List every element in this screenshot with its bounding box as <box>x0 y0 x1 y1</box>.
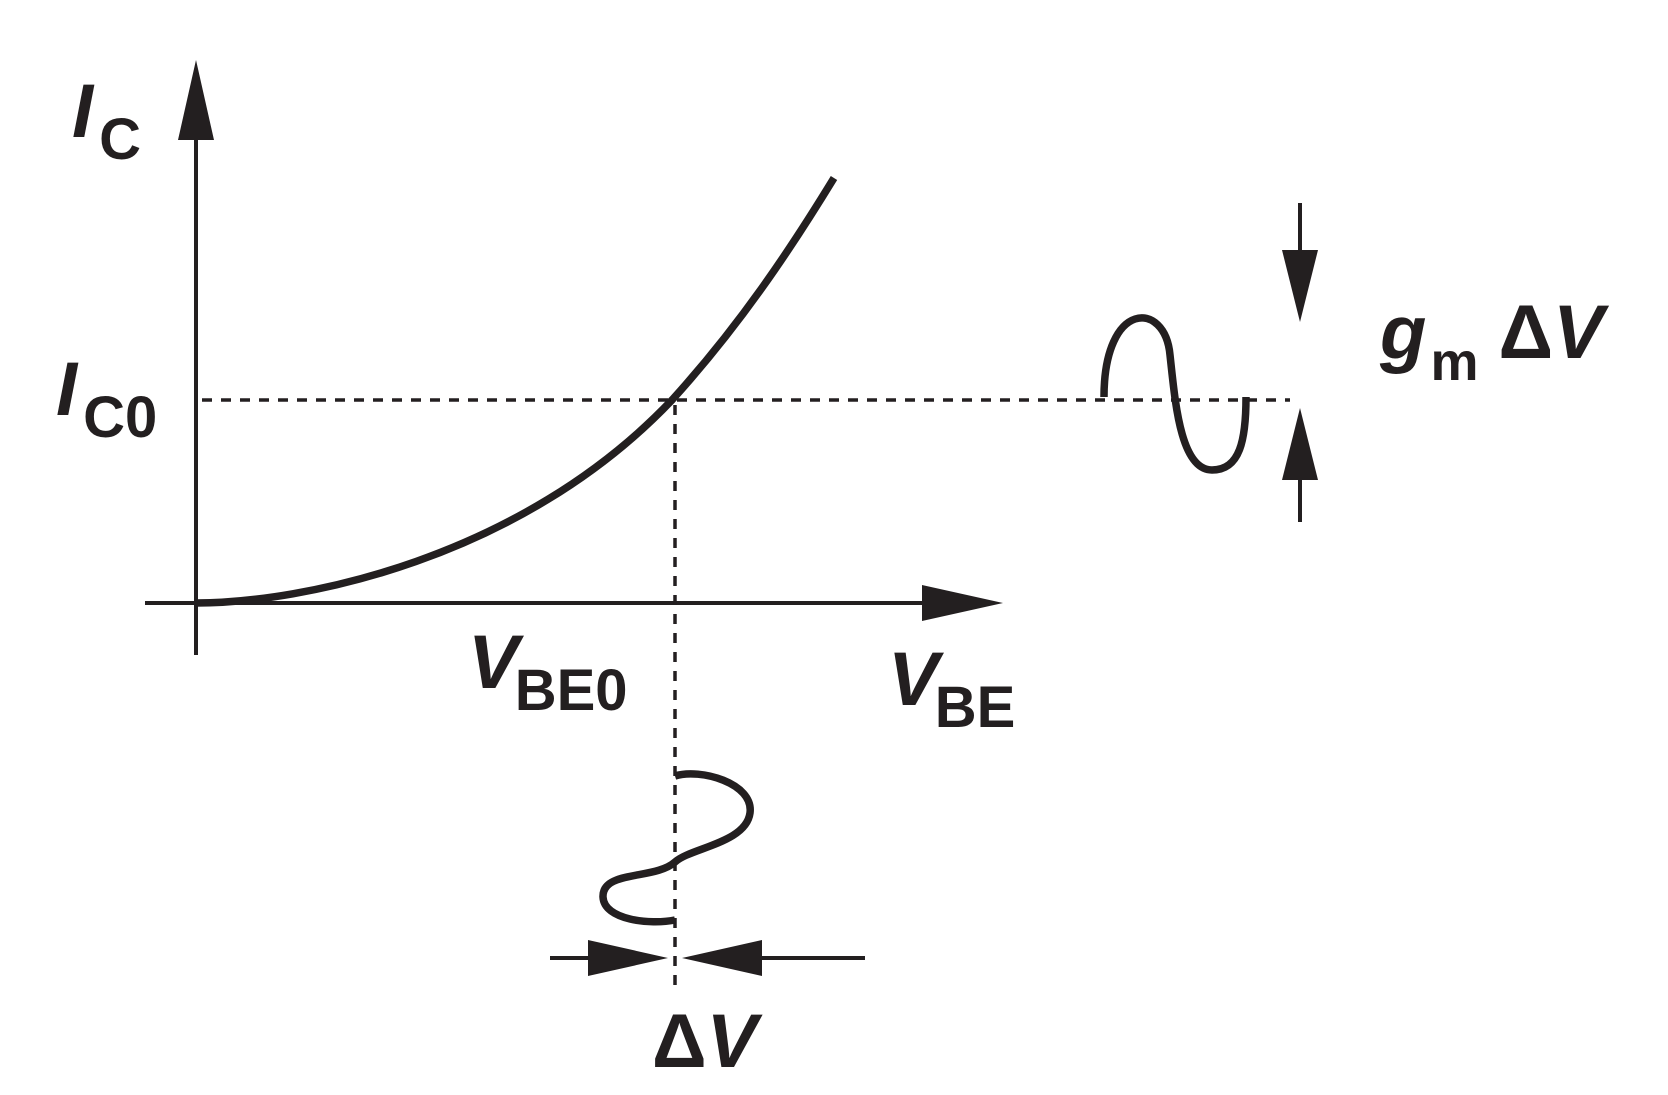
delta-v-label: ΔV <box>652 999 763 1084</box>
vbe0-label: VBE0 <box>468 620 628 723</box>
output-top-arrowhead <box>1282 250 1318 322</box>
x-axis-arrowhead <box>922 585 1003 621</box>
output-sine-wave <box>1100 314 1250 474</box>
ic0-label: I C0 <box>56 347 157 450</box>
x-axis-label: VBE <box>888 637 1015 740</box>
axes <box>145 60 1003 655</box>
gm-delta-v-label: gm ΔV <box>1379 290 1609 392</box>
output-swing-arrows <box>1282 203 1318 522</box>
ic-vbe-curve <box>195 176 838 607</box>
input-left-arrowhead <box>588 940 668 976</box>
output-bottom-arrowhead <box>1282 408 1318 480</box>
input-sine-wave <box>599 770 754 926</box>
y-axis-arrowhead <box>178 60 214 140</box>
input-right-arrowhead <box>682 940 762 976</box>
input-swing-arrows <box>550 940 865 976</box>
